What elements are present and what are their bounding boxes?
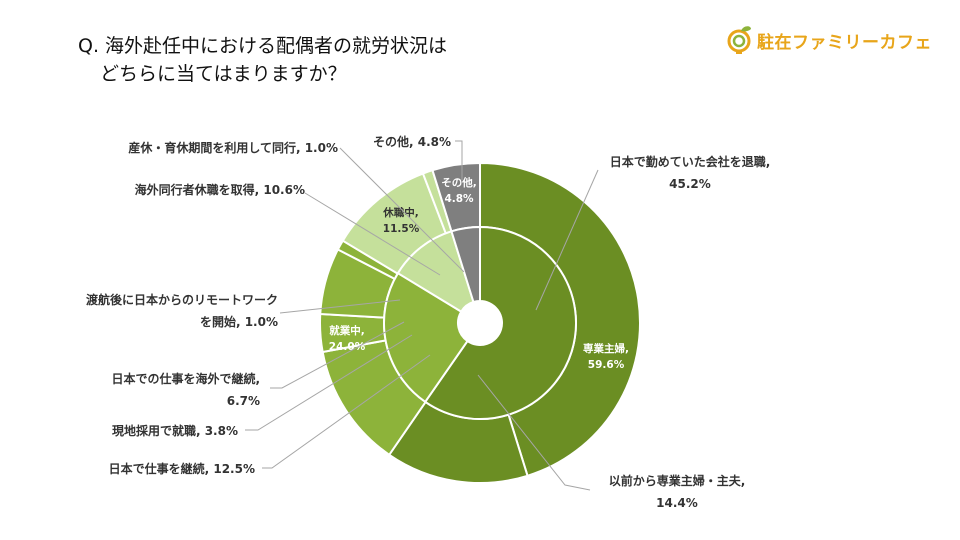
- question-line-1: Q. 海外赴任中における配偶者の就労状況は: [78, 35, 448, 57]
- leader-line-0: [535, 169, 599, 311]
- outer-label-1-line-0: 以前から専業主婦・主夫,: [609, 473, 746, 488]
- leader-line-6: [304, 192, 441, 276]
- question-title: Q. 海外赴任中における配偶者の就労状況は どちらに当てはまりますか？: [78, 32, 447, 88]
- leader-line-8: [455, 140, 463, 180]
- inner-label-name-0: 専業主婦,: [583, 342, 629, 355]
- leader-line-1: [477, 374, 591, 491]
- outer-label-5-line-0: 渡航後に日本からのリモートワーク: [86, 292, 278, 307]
- leader-line-7: [339, 147, 465, 273]
- leader-line-5: [279, 299, 401, 314]
- logo-text: 駐在ファミリーカフェ: [757, 32, 932, 53]
- leader-line-3: [245, 334, 413, 431]
- leader-line-2: [262, 354, 431, 469]
- outer-label-1-line-1: 14.4%: [656, 496, 698, 510]
- inner-label-value-0: 59.6%: [588, 359, 625, 371]
- outer-label-3-line-0: 現地採用で就職, 3.8%: [112, 423, 238, 438]
- outer-label-4-line-1: 6.7%: [227, 394, 260, 408]
- outer-label-5-line-1: を開始, 1.0%: [200, 314, 278, 329]
- outer-label-6-line-0: 海外同行者休職を取得, 10.6%: [135, 182, 305, 197]
- inner-label-value-3: 4.8%: [444, 193, 474, 205]
- globe-leaf-icon: [727, 26, 751, 54]
- inner-slice-3: [450, 225, 481, 304]
- inner-label-name-3: その他,: [441, 176, 477, 189]
- question-line-2: どちらに当てはまりますか？: [100, 63, 347, 85]
- outer-label-0-line-1: 45.2%: [669, 177, 711, 191]
- outer-label-7-line-0: 産休・育休期間を利用して同行, 1.0%: [128, 140, 338, 155]
- inner-label-name-2: 休職中,: [382, 206, 419, 219]
- leader-line-4: [270, 321, 405, 389]
- brand-logo[interactable]: 駐在ファミリーカフェ: [727, 22, 932, 58]
- inner-label-name-1: 就業中,: [329, 324, 365, 337]
- outer-label-2-line-0: 日本で仕事を継続, 12.5%: [109, 461, 255, 476]
- outer-label-4-line-0: 日本での仕事を海外で継続,: [111, 371, 260, 386]
- outer-label-8-line-0: その他, 4.8%: [373, 134, 451, 149]
- inner-label-value-2: 11.5%: [383, 223, 420, 235]
- inner-label-value-1: 24.0%: [329, 341, 366, 353]
- outer-label-0-line-0: 日本で勤めていた会社を退職,: [610, 154, 771, 169]
- inner-slice-0: [423, 225, 577, 420]
